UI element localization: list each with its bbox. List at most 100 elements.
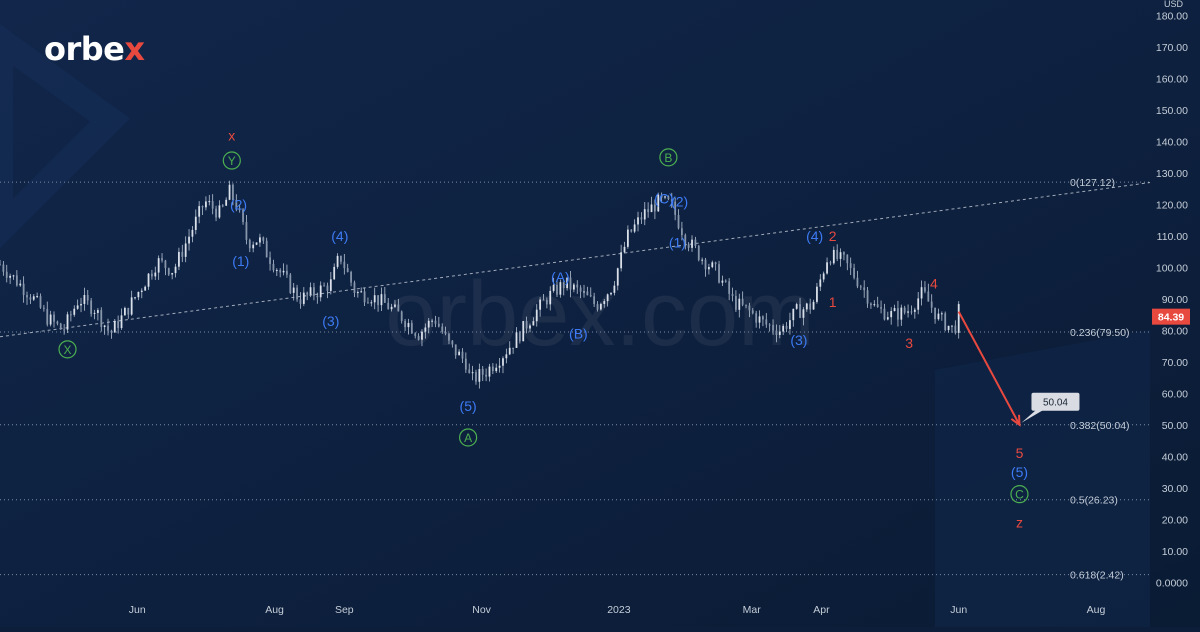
candle-body	[816, 286, 818, 302]
candle-body	[701, 259, 704, 261]
candle-body	[431, 320, 433, 322]
wave-label: X	[64, 343, 72, 357]
candle-body	[59, 323, 62, 330]
wave-label: (4)	[806, 228, 823, 244]
candle-body	[191, 229, 194, 237]
candle-body	[370, 302, 373, 304]
candle-body	[289, 274, 292, 293]
candle-body	[545, 299, 548, 305]
candle-body	[626, 229, 629, 247]
candle-body	[593, 296, 596, 304]
y-tick-label: 30.00	[1162, 483, 1188, 495]
current-price-tag	[1152, 308, 1190, 325]
candle-body	[559, 282, 562, 295]
candle-body	[900, 307, 903, 320]
candle-body	[910, 311, 913, 313]
candle-body	[205, 201, 207, 208]
y-tick-label: 150.00	[1156, 105, 1188, 117]
candle-body	[336, 255, 339, 267]
brand-name: orbe	[44, 30, 125, 68]
fib-level-label: 0.382(50.04)	[1070, 420, 1130, 432]
candle-body	[441, 326, 444, 333]
candle-body	[859, 286, 862, 288]
candle-body	[127, 307, 130, 315]
candle-body	[728, 281, 731, 294]
candle-body	[667, 196, 670, 200]
candle-body	[140, 290, 143, 292]
candle-body	[819, 279, 822, 287]
candle-body	[279, 269, 282, 273]
candle-body	[768, 324, 771, 326]
y-tick-label: 140.00	[1156, 137, 1188, 149]
y-tick-label: 110.00	[1157, 231, 1188, 243]
candle-body	[9, 275, 12, 278]
candle-body	[397, 304, 400, 312]
wave-label-circle	[222, 151, 241, 170]
x-tick-label: Mar	[743, 604, 762, 616]
candle-body	[495, 367, 498, 372]
candle-body	[218, 205, 221, 218]
wave-label: 1	[829, 294, 837, 310]
candle-body	[708, 267, 710, 270]
forecast-layer: 50.04	[957, 311, 1080, 427]
candle-body	[228, 184, 231, 200]
candle-body	[19, 283, 22, 286]
candle-body	[691, 239, 693, 248]
wave-label: z	[1016, 514, 1023, 530]
wave-label: (1)	[669, 234, 686, 250]
candle-body	[846, 254, 849, 264]
candle-body	[46, 308, 49, 325]
candle-body	[684, 235, 687, 245]
candle-body	[475, 372, 477, 382]
candle-body	[518, 332, 521, 342]
candle-body	[711, 262, 714, 268]
wave-label: 2	[829, 228, 837, 244]
y-tick-label: 70.00	[1162, 357, 1188, 369]
candle-body	[552, 284, 555, 291]
candle-body	[789, 320, 791, 329]
candle-body	[954, 325, 957, 333]
candle-body	[758, 316, 761, 323]
candle-body	[269, 257, 271, 264]
candle-body	[151, 273, 153, 277]
candle-body	[650, 204, 653, 213]
candle-body	[735, 295, 737, 310]
brand-logo: orbex	[44, 30, 145, 68]
candle-body	[657, 194, 660, 212]
candle-body	[390, 306, 393, 310]
candle-body	[569, 277, 572, 290]
candle-body	[353, 282, 356, 294]
candle-body	[697, 245, 700, 260]
candle-body	[302, 292, 305, 304]
candle-body	[164, 260, 167, 269]
candle-body	[343, 261, 346, 269]
candle-body	[613, 285, 616, 293]
candle-body	[49, 314, 52, 325]
candle-body	[437, 323, 440, 327]
candle-body	[86, 295, 89, 301]
candle-body	[755, 313, 758, 323]
candle-body	[539, 299, 542, 310]
candle-body	[211, 201, 214, 209]
candle-body	[839, 252, 842, 259]
candle-body	[245, 222, 248, 240]
candle-body	[56, 321, 59, 324]
candle-body	[721, 280, 724, 283]
candle-body	[309, 287, 312, 295]
candle-body	[880, 307, 882, 309]
candle-body	[944, 313, 947, 331]
candle-body	[670, 199, 673, 202]
candle-body	[748, 305, 751, 311]
candle-body	[181, 251, 184, 257]
candle-body	[113, 321, 116, 333]
fib-level-label: 0.5(26.23)	[1070, 495, 1118, 507]
y-tick-label: 180.00	[1156, 11, 1188, 23]
current-price-label: 84.39	[1158, 312, 1184, 324]
candle-body	[333, 266, 336, 280]
candle-body	[907, 311, 909, 313]
candle-body	[282, 270, 285, 273]
candle-body	[90, 300, 93, 314]
candle-body	[248, 239, 251, 249]
candle-body	[242, 209, 244, 223]
candle-body	[444, 332, 447, 334]
